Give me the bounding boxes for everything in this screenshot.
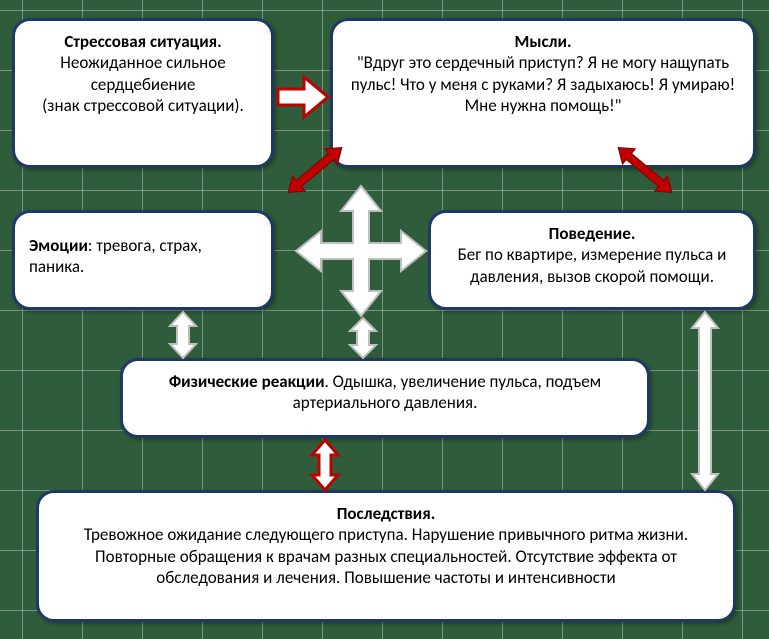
node-physical-title: Физические реакции xyxy=(169,371,325,392)
node-consequences-title: Последствия. xyxy=(53,503,719,524)
node-stress: Стрессовая ситуация. Неожиданное сильное… xyxy=(12,18,274,168)
node-behavior-body: Бег по квартире, измерение пульса и давл… xyxy=(445,244,739,287)
node-stress-body: Неожиданное сильное сердцебиение (знак с… xyxy=(29,52,257,116)
node-behavior: Поведение. Бег по квартире, измерение пу… xyxy=(428,210,756,310)
node-physical-text: Физические реакции. Одышка, увеличение п… xyxy=(137,371,633,414)
node-consequences-body: Тревожное ожидание следующего приступа. … xyxy=(53,524,719,588)
node-thoughts: Мысли. "Вдруг это сердечный приступ? Я н… xyxy=(330,18,756,168)
node-physical-body: . Одышка, увеличение пульса, подъем арте… xyxy=(293,371,602,413)
node-physical: Физические реакции. Одышка, увеличение п… xyxy=(120,358,650,438)
node-thoughts-body: "Вдруг это сердечный приступ? Я не могу … xyxy=(347,52,739,116)
node-emotions: Эмоции: тревога, страх, паника. xyxy=(12,210,274,310)
node-stress-title: Стрессовая ситуация. xyxy=(29,31,257,52)
node-emotions-title: Эмоции xyxy=(29,235,88,256)
node-behavior-title: Поведение. xyxy=(445,223,739,244)
node-thoughts-title: Мысли. xyxy=(347,31,739,52)
node-consequences: Последствия. Тревожное ожидание следующе… xyxy=(36,490,736,622)
